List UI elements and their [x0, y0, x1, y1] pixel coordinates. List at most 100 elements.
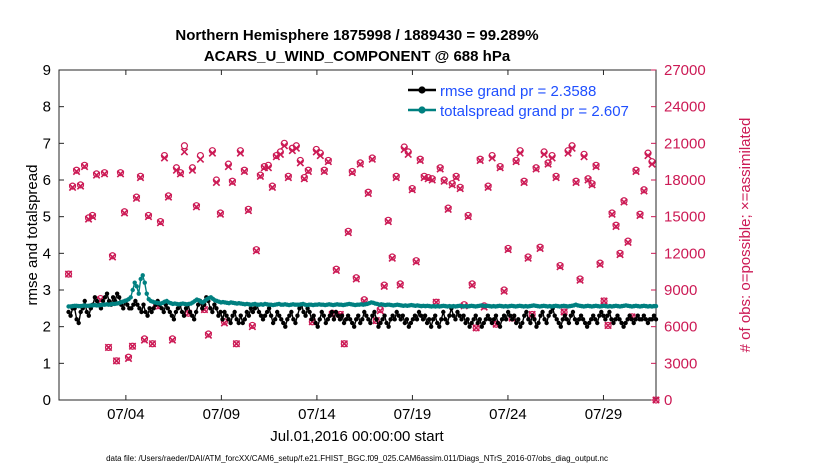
- obs-assimilated-point: [408, 186, 416, 194]
- rmse-point: [327, 313, 333, 318]
- obs-assimilated-point: [532, 165, 540, 173]
- totalspread-point: [653, 303, 659, 309]
- rmse-point: [232, 309, 237, 315]
- rmse-point: [435, 320, 440, 326]
- obs-assimilated-point: [116, 170, 125, 178]
- obs-assimilated-point: [644, 151, 652, 160]
- obs-possible-point: [504, 244, 512, 253]
- obs-assimilated-point: [136, 173, 145, 182]
- rmse-point: [443, 317, 448, 322]
- totalspread-point: [130, 287, 135, 293]
- rmse-point: [285, 317, 290, 322]
- obs-possible-point: [144, 211, 153, 220]
- obs-possible-point: [112, 357, 121, 365]
- obs-assimilated-point: [396, 281, 405, 289]
- obs-possible-point: [608, 209, 616, 217]
- obs-assimilated-point: [88, 212, 97, 221]
- obs-possible-point: [532, 164, 540, 172]
- rmse-point: [534, 324, 539, 329]
- rmse-point: [495, 320, 501, 326]
- obs-possible-point: [612, 221, 620, 229]
- obs-assimilated-point: [504, 245, 512, 254]
- obs-possible-point: [124, 353, 133, 361]
- rmse-point: [619, 320, 624, 326]
- obs-assimilated-point: [168, 336, 177, 344]
- obs-assimilated-point: [556, 263, 564, 271]
- rmse-point: [584, 324, 590, 329]
- rmse-point: [380, 317, 385, 322]
- obs-possible-point: [324, 156, 332, 165]
- rmse-point: [92, 295, 98, 300]
- rmse-point: [189, 313, 195, 318]
- rmse-point: [572, 317, 578, 322]
- rmse-point: [272, 317, 278, 322]
- rmse-point: [420, 317, 426, 322]
- totalspread-point: [134, 284, 139, 289]
- y-left-tick-label: 2: [43, 319, 51, 336]
- rmse-point: [526, 317, 531, 322]
- obs-possible-point: [380, 281, 388, 289]
- rmse-point: [114, 291, 120, 296]
- rmse-point: [268, 313, 274, 318]
- rmse-point: [82, 298, 87, 304]
- obs-possible-point: [164, 192, 173, 200]
- rmse-point: [161, 309, 166, 315]
- rmse-point: [386, 324, 391, 329]
- y-left-tick-label: 8: [43, 99, 51, 116]
- obs-assimilated-point: [100, 170, 109, 178]
- obs-assimilated-point: [464, 212, 472, 221]
- y-left-tick-label: 9: [43, 62, 51, 79]
- rmse-point: [293, 320, 298, 326]
- obs-assimilated-point: [632, 167, 640, 176]
- rmse-point: [388, 317, 393, 322]
- obs-possible-point: [620, 197, 628, 205]
- rmse-point: [200, 306, 205, 311]
- rmse-point: [384, 320, 389, 326]
- rmse-point: [100, 298, 106, 304]
- rmse-point: [141, 302, 146, 307]
- obs-assimilated-point: [280, 142, 289, 150]
- obs-possible-point: [472, 324, 480, 332]
- rmse-point: [212, 302, 217, 307]
- obs-assimilated-point: [352, 275, 361, 283]
- x-tick-label: 07/29: [585, 406, 623, 423]
- rmse-point: [135, 302, 140, 307]
- obs-possible-point: [92, 170, 101, 178]
- obs-possible-point: [148, 340, 157, 348]
- obs-possible-point: [640, 186, 648, 194]
- rmse-point: [333, 309, 339, 315]
- obs-assimilated-point: [208, 149, 217, 157]
- rmse-point: [548, 309, 553, 315]
- rmse-point: [149, 309, 154, 315]
- rmse-point: [599, 309, 604, 315]
- obs-possible-point: [500, 286, 508, 294]
- rmse-point: [485, 313, 491, 318]
- rmse-point: [580, 317, 586, 322]
- rmse-point: [465, 317, 470, 322]
- totalspread-point: [142, 280, 147, 285]
- rmse-point: [396, 313, 401, 318]
- rmse-point: [66, 309, 71, 315]
- obs-assimilated-point: [524, 254, 532, 262]
- rmse-point: [459, 317, 464, 322]
- obs-possible-point: [192, 202, 201, 210]
- obs-possible-point: [140, 335, 149, 343]
- legend-spread-marker: [418, 106, 426, 114]
- rmse-point: [349, 320, 355, 326]
- obs-assimilated-point: [160, 154, 169, 162]
- totalspread-point: [138, 276, 143, 282]
- rmse-point: [629, 317, 634, 322]
- rmse-point: [270, 320, 276, 326]
- x-axis-label: Jul.01,2016 00:00:00 start: [270, 428, 444, 445]
- rmse-point: [439, 317, 444, 322]
- rmse-point: [467, 324, 472, 329]
- rmse-point: [274, 309, 280, 315]
- obs-assimilated-point: [620, 198, 628, 206]
- obs-assimilated-point: [616, 250, 624, 259]
- obs-assimilated-point: [120, 209, 129, 217]
- rmse-point: [165, 306, 171, 311]
- obs-assimilated-point: [380, 282, 389, 291]
- rmse-point: [222, 309, 227, 315]
- obs-assimilated-point: [552, 173, 560, 182]
